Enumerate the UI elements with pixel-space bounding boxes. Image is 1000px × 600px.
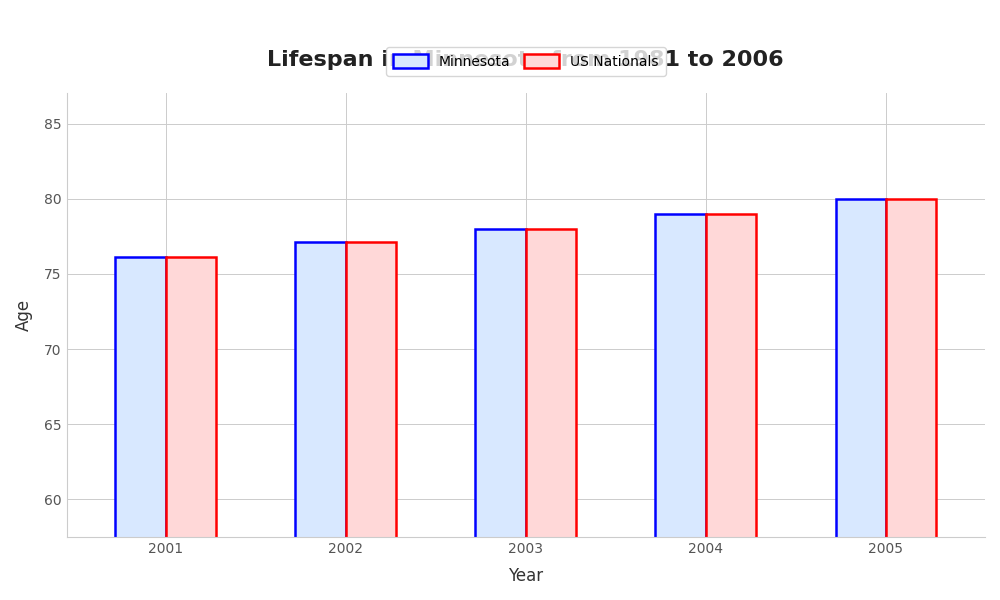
Y-axis label: Age: Age — [15, 299, 33, 331]
Legend: Minnesota, US Nationals: Minnesota, US Nationals — [386, 47, 666, 76]
Bar — [346, 242, 396, 600]
Bar — [475, 229, 526, 600]
Bar — [655, 214, 706, 600]
Bar — [166, 257, 216, 600]
Title: Lifespan in Minnesota from 1981 to 2006: Lifespan in Minnesota from 1981 to 2006 — [267, 50, 784, 70]
Bar — [886, 199, 936, 600]
Bar — [706, 214, 756, 600]
Bar — [295, 242, 346, 600]
Bar — [526, 229, 576, 600]
X-axis label: Year: Year — [508, 567, 543, 585]
Bar — [115, 257, 166, 600]
Bar — [836, 199, 886, 600]
